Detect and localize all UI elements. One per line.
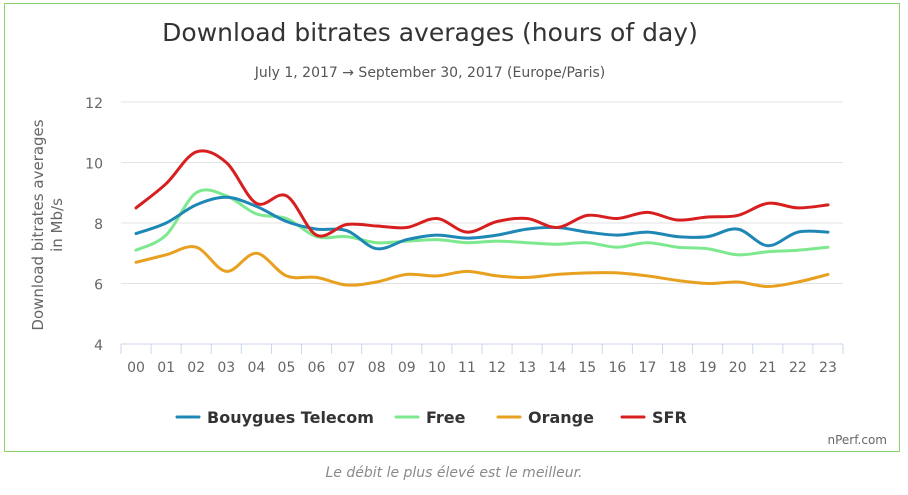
legend-item-sfr[interactable]: SFR: [620, 408, 687, 427]
x-tick-label: 14: [548, 360, 566, 376]
x-tick-label: 17: [639, 360, 657, 376]
x-tick-label: 11: [458, 360, 476, 376]
y-axis-label-line-1: Download bitrates averages: [29, 119, 47, 330]
chart-frame: Download bitrates averages (hours of day…: [4, 3, 900, 452]
x-tick-label: 08: [368, 360, 386, 376]
series-lines: [134, 149, 830, 288]
x-tick-label: 20: [729, 360, 747, 376]
legend-item-orange[interactable]: Orange: [496, 408, 594, 427]
x-tick-label: 09: [398, 360, 416, 376]
x-tick-label: 22: [789, 360, 807, 376]
y-axis-label: Download bitrates averages in Mb/s: [29, 119, 66, 330]
legend-label: Bouygues Telecom: [207, 408, 374, 427]
y-tick-label: 4: [94, 338, 103, 354]
x-tick-label: 23: [819, 360, 837, 376]
x-tick-label: 19: [699, 360, 717, 376]
x-tick-label: 01: [157, 360, 175, 376]
legend: Bouygues Telecom Free Orange SFR: [175, 408, 687, 427]
x-tick-label: 16: [608, 360, 626, 376]
x-tick-label: 02: [187, 360, 205, 376]
gridlines: 4 6 8 10 12: [85, 96, 843, 354]
x-tick-label: 07: [338, 360, 356, 376]
x-tick-label: 15: [578, 360, 596, 376]
chart-title: Download bitrates averages (hours of day…: [162, 18, 698, 47]
x-tick-label: 05: [278, 360, 296, 376]
legend-item-bouygues-telecom[interactable]: Bouygues Telecom: [175, 408, 374, 427]
legend-label: Free: [426, 408, 466, 427]
line-chart: Download bitrates averages (hours of day…: [29, 18, 887, 447]
series-line-bouygues-telecom[interactable]: [134, 195, 830, 251]
legend-label: SFR: [652, 408, 687, 427]
x-tick-label: 18: [669, 360, 687, 376]
x-tick-label: 21: [759, 360, 777, 376]
chart-subtitle: July 1, 2017 → September 30, 2017 (Europ…: [254, 65, 606, 81]
x-tick-label: 12: [488, 360, 506, 376]
y-axis-label-line-2: in Mb/s: [48, 198, 66, 252]
x-tick-label: 03: [217, 360, 235, 376]
x-tick-label: 04: [247, 360, 265, 376]
x-axis: 00 01 02 03 04 05 06 07 08 09 10 11 12 13 14 15 16 17 18 19…: [120, 343, 844, 376]
y-tick-label: 10: [85, 157, 103, 173]
legend-label: Orange: [528, 408, 594, 427]
legend-item-free[interactable]: Free: [394, 408, 466, 427]
y-tick-label: 12: [85, 96, 103, 112]
y-tick-label: 8: [94, 217, 103, 233]
x-tick-label: 13: [518, 360, 536, 376]
x-tick-label: 10: [428, 360, 446, 376]
x-tick-label: 00: [127, 360, 145, 376]
series-line-free[interactable]: [134, 188, 830, 257]
series-line-orange[interactable]: [134, 245, 830, 288]
series-line-sfr[interactable]: [134, 149, 830, 238]
credit-text[interactable]: nPerf.com: [827, 433, 887, 447]
x-tick-label: 06: [308, 360, 326, 376]
y-tick-label: 6: [94, 278, 103, 294]
image-caption: Le débit le plus élevé est le meilleur.: [325, 465, 583, 481]
